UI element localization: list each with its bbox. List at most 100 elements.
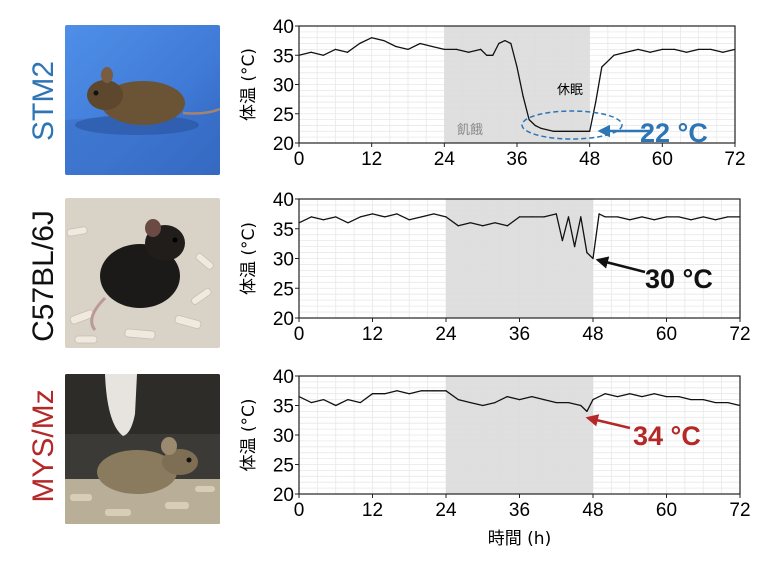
min-temp-arrow	[585, 414, 631, 430]
data-point	[310, 51, 312, 53]
data-point	[310, 216, 312, 218]
data-point	[690, 219, 692, 221]
data-point	[613, 54, 615, 56]
data-point	[598, 213, 600, 215]
fasting-period-shade	[446, 376, 593, 494]
data-point	[589, 130, 591, 132]
data-point	[531, 216, 533, 218]
data-point	[702, 399, 704, 401]
x-tick-label: 48	[579, 149, 600, 170]
x-tick-label: 48	[582, 324, 603, 345]
data-point	[469, 222, 472, 224]
min-temp-label: 34 °C	[633, 421, 701, 451]
y-tick-label: 25	[273, 105, 294, 126]
data-point	[457, 399, 459, 401]
y-tick-label: 40	[273, 190, 294, 211]
data-point	[419, 42, 421, 45]
chart-panel-2: 0 12 24 36 48 60 72 20 25 30 35 40 体温 (°C) 30 °C	[239, 190, 751, 345]
x-tick-label: 24	[435, 324, 457, 345]
data-point	[518, 399, 521, 401]
data-point	[433, 390, 435, 392]
data-point	[498, 42, 500, 45]
y-tick-label: 20	[273, 485, 294, 506]
data-point	[467, 51, 470, 53]
data-point	[665, 396, 668, 398]
data-point	[396, 390, 398, 392]
y-axis-label: 体温 (°C)	[239, 398, 259, 471]
data-point	[359, 216, 361, 218]
data-point	[564, 130, 567, 132]
data-point	[567, 401, 570, 404]
fasting-period-shade	[444, 26, 590, 143]
x-tick-label: 0	[294, 324, 305, 345]
data-point	[407, 48, 409, 51]
data-point	[543, 399, 545, 401]
min-temp-arrow	[595, 256, 646, 274]
data-point	[469, 401, 472, 404]
data-point	[574, 246, 576, 248]
x-tick-label: 0	[294, 149, 305, 170]
data-point	[673, 48, 676, 51]
data-point	[678, 216, 680, 218]
y-tick-label: 20	[273, 134, 294, 155]
data-point	[494, 401, 496, 404]
data-point	[576, 130, 579, 132]
data-point	[714, 401, 717, 404]
x-tick-label: 36	[509, 500, 530, 521]
data-point	[335, 216, 337, 218]
y-tick-label: 40	[273, 17, 294, 38]
data-point	[629, 219, 631, 221]
x-tick-label: 12	[361, 149, 382, 170]
y-axis-label: 体温 (°C)	[239, 48, 259, 121]
data-point	[540, 127, 542, 129]
black-mouse-on-bedding-icon	[65, 198, 220, 348]
data-point	[653, 393, 655, 395]
data-point	[604, 393, 606, 395]
data-point	[592, 399, 594, 401]
data-point	[555, 213, 557, 215]
data-point	[384, 393, 386, 395]
data-point	[482, 225, 484, 227]
data-point	[371, 213, 374, 215]
data-point	[637, 48, 639, 51]
data-point	[482, 404, 484, 407]
data-point	[616, 216, 619, 218]
data-point	[322, 219, 325, 221]
data-point	[480, 48, 482, 51]
data-point	[595, 101, 597, 103]
fasting-label: 飢餓	[457, 123, 483, 138]
data-point	[561, 240, 563, 242]
data-point	[580, 404, 582, 407]
x-axis-label: 時間 (h)	[488, 529, 551, 549]
data-point	[334, 48, 336, 51]
data-point	[420, 390, 423, 392]
y-tick-label: 35	[273, 397, 294, 418]
data-point	[445, 390, 447, 392]
y-tick-label: 40	[273, 367, 294, 388]
data-point	[445, 216, 447, 218]
data-point	[383, 40, 385, 42]
data-point	[678, 396, 680, 398]
data-point	[506, 396, 508, 398]
data-point	[665, 216, 668, 218]
x-tick-label: 36	[509, 324, 530, 345]
data-point	[510, 42, 512, 45]
data-point	[522, 95, 524, 97]
data-point	[710, 48, 712, 51]
data-point	[457, 225, 459, 227]
data-point	[586, 251, 588, 254]
data-point	[641, 216, 643, 218]
data-point	[552, 130, 554, 132]
x-tick-label: 60	[656, 324, 677, 345]
x-tick-label: 60	[656, 500, 677, 521]
data-point	[604, 216, 606, 218]
data-point	[384, 216, 386, 218]
y-tick-label: 20	[273, 309, 294, 330]
data-point	[586, 410, 588, 412]
data-point	[408, 393, 410, 395]
data-point	[727, 216, 729, 218]
agouti-mouse-on-bedding-icon	[65, 374, 220, 524]
y-tick-label: 35	[273, 220, 294, 241]
